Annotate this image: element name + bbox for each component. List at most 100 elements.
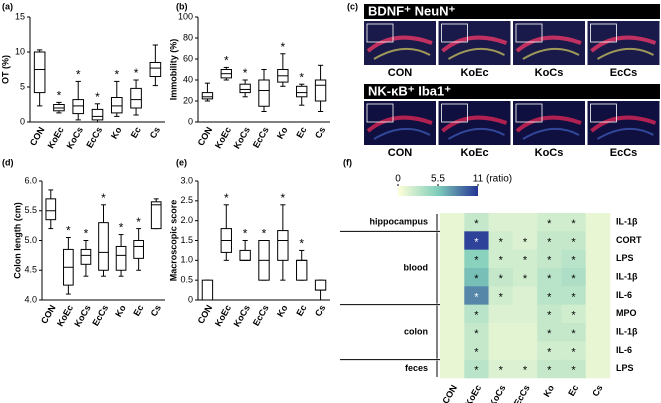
cell — [464, 323, 489, 342]
panel-label: (e) — [176, 157, 187, 167]
cell — [585, 268, 611, 287]
micrograph-tissue — [590, 35, 657, 53]
micrograph-inset — [366, 103, 394, 123]
x-tick-label: KoCs — [65, 125, 85, 150]
image-title-bar — [364, 84, 660, 99]
group-label: hippocampus — [369, 217, 428, 227]
cell — [585, 304, 611, 324]
box — [91, 108, 104, 121]
box — [258, 79, 270, 107]
cell — [440, 323, 465, 342]
cell — [440, 268, 465, 287]
significance: * — [499, 273, 504, 285]
x-tick-label: CON — [196, 125, 215, 147]
cell — [537, 268, 562, 287]
cell — [537, 323, 562, 342]
cell — [440, 249, 465, 269]
x-tick-label: KoEc — [463, 383, 483, 403]
panel-label: (b) — [176, 1, 188, 11]
x-tick-label: EcCs — [251, 303, 271, 327]
x-tick-label: Cs — [149, 303, 163, 318]
significance: * — [474, 273, 479, 285]
significance: * — [101, 191, 106, 205]
cell — [561, 286, 587, 305]
cell — [561, 231, 587, 250]
cell — [512, 249, 538, 269]
y-tick-label: 0 — [20, 116, 25, 126]
y-tick-label: 1.5 — [180, 235, 193, 245]
significance: * — [547, 291, 552, 303]
image-label: KoEc — [460, 147, 488, 159]
significance: * — [547, 328, 552, 340]
row-label: CORT — [616, 235, 642, 245]
cell — [561, 249, 587, 269]
significance: * — [571, 365, 576, 377]
x-tick-label: CON — [196, 303, 215, 325]
x-tick-label: Ec — [131, 303, 145, 318]
significance: * — [474, 365, 479, 377]
image-label: KoCs — [535, 147, 564, 159]
box — [149, 62, 162, 77]
micrograph-tissue — [590, 115, 657, 133]
significance: * — [523, 365, 528, 377]
box — [201, 92, 214, 100]
y-tick-label: 1.0 — [180, 255, 193, 265]
x-tick-label: Ko — [109, 125, 124, 141]
cell — [488, 231, 514, 250]
image-label: KoCs — [535, 67, 564, 79]
significance: * — [523, 273, 528, 285]
box — [133, 240, 144, 259]
box — [80, 248, 92, 265]
colorbar — [398, 186, 478, 196]
micrograph-inset — [590, 23, 617, 43]
significance: * — [474, 346, 479, 358]
y-axis-label: Colon length (cm) — [12, 202, 22, 279]
image-title: BDNF⁺ NeuN⁺ — [368, 3, 456, 18]
micrograph-inset — [515, 103, 543, 123]
cell — [512, 286, 538, 305]
y-tick-label: 0.5 — [180, 275, 193, 285]
y-tick-label: 40 — [183, 74, 193, 84]
significance: * — [571, 291, 576, 303]
cell — [512, 304, 538, 324]
micrograph-tissue — [441, 35, 508, 53]
significance: * — [224, 191, 229, 205]
cell — [488, 249, 514, 269]
cell — [537, 231, 562, 250]
x-tick-label: Ec — [294, 125, 308, 140]
y-tick-label: 5.0 — [24, 235, 37, 245]
y-tick-label: 5.5 — [24, 205, 37, 215]
x-tick-label: KoEc — [46, 125, 66, 150]
cell — [585, 249, 611, 269]
image-label: KoEc — [460, 67, 488, 79]
significance: * — [119, 221, 124, 235]
significance: * — [523, 236, 528, 248]
box — [296, 85, 308, 98]
box — [98, 222, 109, 271]
significance: * — [57, 89, 62, 103]
box — [130, 87, 142, 109]
y-tick-label: 15 — [15, 11, 25, 21]
x-tick-label: Cs — [590, 383, 604, 398]
significance: * — [571, 346, 576, 358]
cell — [440, 359, 465, 379]
significance: * — [547, 365, 552, 377]
colorbar-tick-label: 11 — [473, 174, 484, 185]
cell — [561, 323, 587, 342]
x-tick-label: EcCs — [251, 125, 271, 149]
box — [150, 201, 162, 230]
y-axis-label: OT (%) — [0, 55, 10, 84]
y-tick-label: 60 — [183, 53, 193, 63]
cell — [585, 341, 611, 360]
x-tick-label: Ko — [541, 383, 556, 399]
significance: * — [547, 310, 552, 322]
significance: * — [95, 90, 100, 104]
x-tick-label: Ko — [275, 125, 290, 141]
panel-label: (f) — [343, 157, 352, 167]
significance: * — [66, 224, 71, 238]
y-tick-label: 4.0 — [24, 294, 37, 304]
row-label: IL-1β — [616, 272, 638, 282]
micrograph-tissue — [441, 115, 508, 133]
significance: * — [134, 66, 139, 80]
row-label: IL-6 — [616, 345, 632, 355]
